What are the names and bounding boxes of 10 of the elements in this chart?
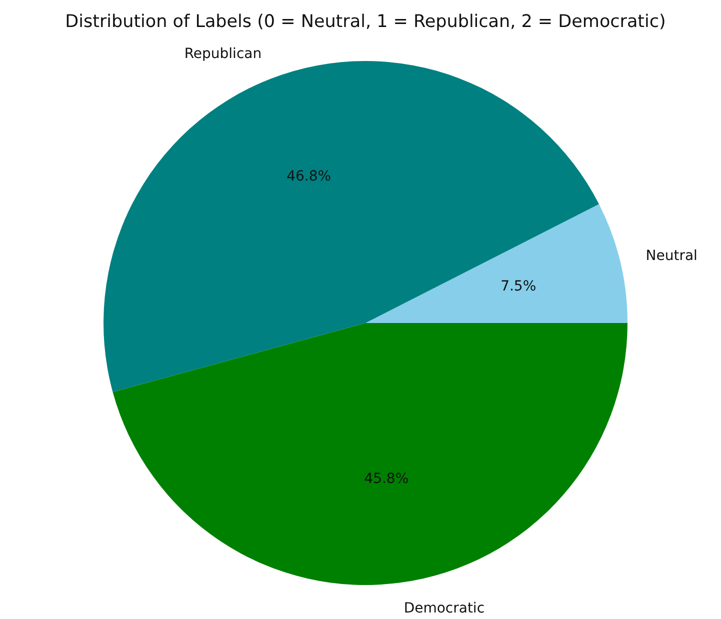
slice-label: Neutral — [646, 248, 698, 264]
pie-slice — [366, 204, 628, 323]
data-label: 45.8% — [364, 470, 409, 487]
slice-label: Democratic — [404, 600, 485, 617]
data-label: 46.8% — [286, 168, 332, 184]
data-label: 7.5% — [500, 278, 536, 294]
pie-slice — [104, 61, 599, 392]
pie-slice — [112, 323, 628, 585]
chart-title: Distribution of Labels (0 = Neutral, 1 = Republican, 2 = Democratic) — [65, 12, 666, 32]
slice-label: Republican — [184, 46, 262, 62]
